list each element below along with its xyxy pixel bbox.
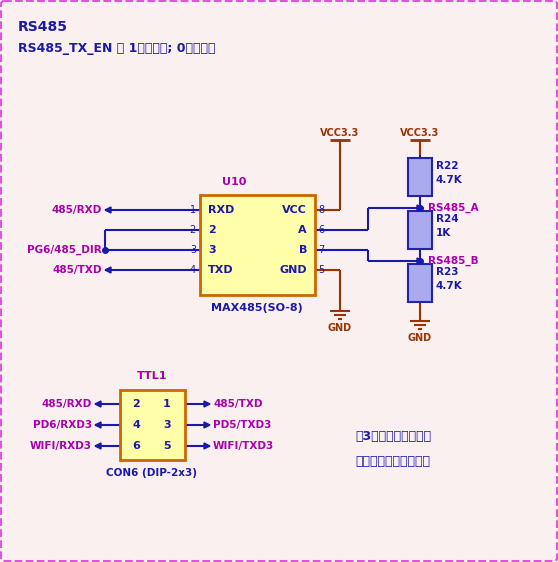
Text: VCC3.3: VCC3.3	[320, 128, 359, 138]
Text: CON6 (DIP-2x3): CON6 (DIP-2x3)	[107, 468, 198, 478]
Text: 这3个电阔缺省不贴，: 这3个电阔缺省不贴，	[355, 430, 431, 443]
Text: VCC: VCC	[282, 205, 307, 215]
Text: VCC3.3: VCC3.3	[401, 128, 440, 138]
Text: 2: 2	[132, 399, 140, 409]
Text: 3: 3	[208, 245, 215, 255]
Polygon shape	[95, 401, 101, 407]
Text: 4.7K: 4.7K	[436, 175, 463, 185]
Text: 8: 8	[318, 205, 324, 215]
Text: GND: GND	[408, 333, 432, 343]
Text: A: A	[299, 225, 307, 235]
Text: 6: 6	[318, 225, 324, 235]
Polygon shape	[95, 443, 101, 449]
Text: PD5/TXD3: PD5/TXD3	[213, 420, 271, 430]
Text: TXD: TXD	[208, 265, 234, 275]
Text: PG6/485_DIR: PG6/485_DIR	[27, 245, 102, 255]
Text: 1: 1	[190, 205, 196, 215]
Polygon shape	[417, 258, 423, 264]
Bar	[408, 264, 432, 302]
Polygon shape	[204, 401, 210, 407]
Text: U10: U10	[222, 177, 247, 187]
Text: MAX485(SO-8): MAX485(SO-8)	[211, 303, 303, 313]
Polygon shape	[105, 267, 111, 273]
Polygon shape	[105, 207, 111, 213]
Text: 7: 7	[318, 245, 324, 255]
Bar	[200, 195, 315, 295]
Polygon shape	[204, 443, 210, 449]
Bar	[408, 211, 432, 249]
Text: 4.7K: 4.7K	[436, 281, 463, 291]
Text: 485/RXD: 485/RXD	[42, 399, 92, 409]
Text: 3: 3	[190, 245, 196, 255]
Text: RS485_B: RS485_B	[428, 256, 479, 266]
Text: RXD: RXD	[208, 205, 234, 215]
Text: 485/TXD: 485/TXD	[52, 265, 102, 275]
Text: WIFI/RXD3: WIFI/RXD3	[30, 441, 92, 451]
Text: RS485: RS485	[18, 20, 68, 34]
Text: R24: R24	[436, 214, 459, 224]
Text: WIFI/TXD3: WIFI/TXD3	[213, 441, 274, 451]
Polygon shape	[95, 422, 101, 428]
Text: 4: 4	[132, 420, 140, 430]
Text: TTL1: TTL1	[137, 371, 167, 381]
Text: 1K: 1K	[436, 228, 451, 238]
Text: 4: 4	[190, 265, 196, 275]
Text: 485/RXD: 485/RXD	[52, 205, 102, 215]
Bar	[408, 158, 432, 196]
Polygon shape	[204, 422, 210, 428]
Text: 5: 5	[163, 441, 171, 451]
Text: RS485_TX_EN ： 1发送使能; 0发送禁止: RS485_TX_EN ： 1发送使能; 0发送禁止	[18, 42, 215, 55]
Polygon shape	[417, 205, 423, 211]
Text: RS485_A: RS485_A	[428, 203, 479, 213]
Text: 客户根据需要自行贴装: 客户根据需要自行贴装	[355, 455, 430, 468]
Text: 1: 1	[163, 399, 171, 409]
Text: GND: GND	[280, 265, 307, 275]
Text: 3: 3	[163, 420, 171, 430]
Text: PD6/RXD3: PD6/RXD3	[33, 420, 92, 430]
Text: 2: 2	[208, 225, 216, 235]
Text: B: B	[299, 245, 307, 255]
Text: R23: R23	[436, 267, 459, 277]
Text: 5: 5	[318, 265, 324, 275]
Text: 485/TXD: 485/TXD	[213, 399, 262, 409]
Bar	[120, 390, 185, 460]
Text: GND: GND	[328, 323, 352, 333]
Text: R22: R22	[436, 161, 459, 171]
Text: 2: 2	[190, 225, 196, 235]
Text: 6: 6	[132, 441, 140, 451]
